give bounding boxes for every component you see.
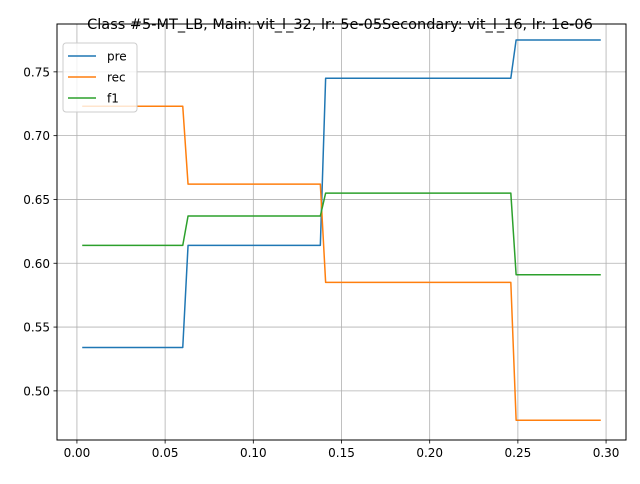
x-tick-label: 0.30 bbox=[593, 446, 620, 460]
legend: pre rec f1 bbox=[62, 42, 138, 113]
legend-label-f1: f1 bbox=[107, 92, 119, 106]
legend-label-pre: pre bbox=[107, 50, 127, 64]
series-lines bbox=[82, 39, 601, 421]
legend-label-rec: rec bbox=[107, 71, 126, 85]
x-tick-label: 0.10 bbox=[240, 446, 267, 460]
x-tick-label: 0.20 bbox=[416, 446, 443, 460]
y-axis: 0.50 0.55 0.60 0.65 0.70 0.75 bbox=[23, 65, 57, 398]
x-tick-label: 0.00 bbox=[64, 446, 91, 460]
series-line-rec bbox=[82, 105, 601, 421]
x-tick-label: 0.05 bbox=[152, 446, 179, 460]
y-tick-label: 0.60 bbox=[23, 257, 50, 271]
series-line-pre bbox=[82, 39, 601, 349]
y-tick-label: 0.55 bbox=[23, 321, 50, 335]
legend-box bbox=[62, 42, 138, 113]
y-tick-label: 0.50 bbox=[23, 384, 50, 398]
x-tick-label: 0.15 bbox=[328, 446, 355, 460]
chart-title: Class #5-MT_LB, Main: vit_l_32, lr: 5e-0… bbox=[87, 17, 593, 33]
y-tick-label: 0.65 bbox=[23, 193, 50, 207]
x-tick-label: 0.25 bbox=[505, 446, 532, 460]
series-line-f1 bbox=[82, 192, 601, 276]
grid bbox=[57, 24, 626, 440]
x-axis: 0.00 0.05 0.10 0.15 0.20 0.25 0.30 bbox=[64, 440, 620, 460]
y-tick-label: 0.75 bbox=[23, 65, 50, 79]
y-tick-label: 0.70 bbox=[23, 129, 50, 143]
